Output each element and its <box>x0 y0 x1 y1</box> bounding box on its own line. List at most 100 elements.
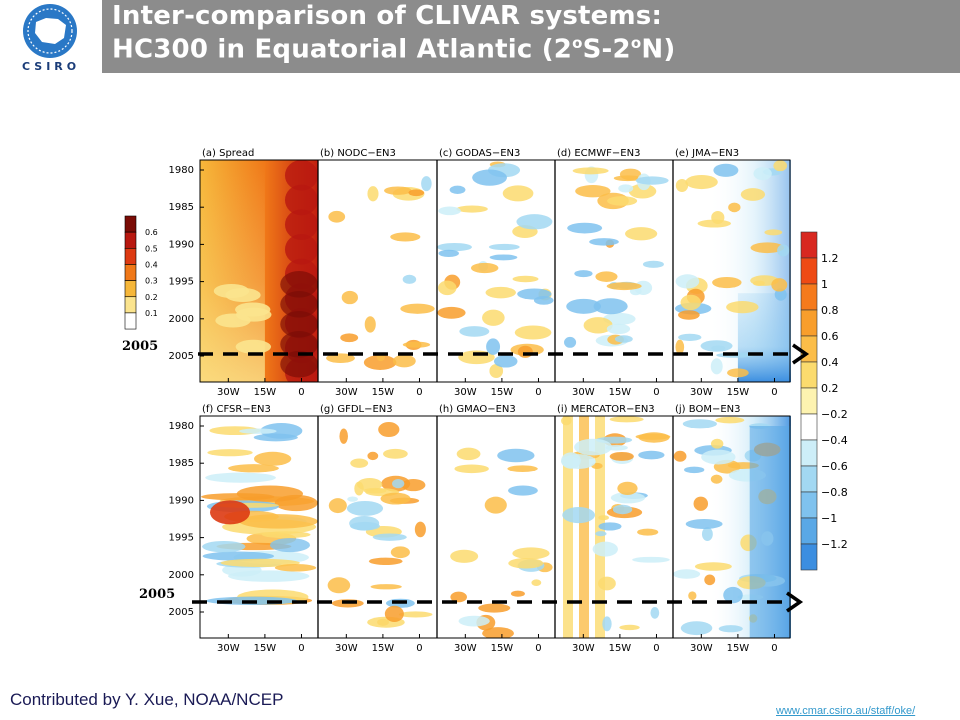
positive-anomaly-patch <box>454 464 489 474</box>
negative-anomaly-patch <box>638 450 665 460</box>
positive-anomaly-patch <box>697 219 731 228</box>
x-tick-label: 30W <box>217 643 240 654</box>
panel-title: (h) GMAO−EN3 <box>439 404 516 415</box>
spread-colorbar-swatch <box>124 231 137 249</box>
spread-max-patch <box>280 310 318 338</box>
negative-anomaly-patch <box>228 570 310 582</box>
diff-colorbar-label: −0.2 <box>821 408 848 421</box>
positive-anomaly-patch <box>220 558 300 568</box>
positive-anomaly-patch <box>390 232 421 242</box>
positive-anomaly-patch <box>694 562 732 571</box>
positive-anomaly-patch <box>210 500 250 525</box>
panel: (d) ECMWF−EN3 30W 15W 0 <box>555 148 673 398</box>
negative-anomaly-patch <box>673 569 701 579</box>
x-tick-label: 0 <box>416 387 422 398</box>
positive-anomaly-patch <box>598 576 616 591</box>
positive-anomaly-patch <box>764 229 783 236</box>
positive-anomaly-patch <box>561 416 572 426</box>
negative-anomaly-patch <box>438 249 459 258</box>
positive-anomaly-patch <box>485 286 516 299</box>
positive-anomaly-patch <box>384 605 404 623</box>
negative-anomaly-patch <box>606 323 631 335</box>
panel: (c) GODAS−EN3 30W 15W 0 <box>437 148 555 398</box>
positive-anomaly-patch <box>617 481 638 495</box>
negative-anomaly-patch <box>516 214 553 230</box>
website-link[interactable]: www.cmar.csiro.au/staff/oke/ <box>776 705 916 717</box>
negative-anomaly-patch <box>701 449 736 465</box>
positive-anomaly-patch <box>609 451 634 461</box>
x-tick-label: 30W <box>335 387 358 398</box>
positive-anomaly-patch <box>378 421 400 438</box>
negative-anomaly-patch <box>723 586 743 604</box>
x-tick-label: 0 <box>535 387 541 398</box>
positive-anomaly-patch <box>710 474 723 484</box>
positive-anomaly-patch <box>625 227 658 241</box>
spread-colorbar-swatch <box>124 312 137 330</box>
diff-colorbar-swatch <box>800 257 818 285</box>
negative-anomaly-patch <box>593 298 628 315</box>
negative-anomaly-patch <box>595 531 607 537</box>
panel: (b) NODC−EN3 30W 15W 0 <box>318 148 436 398</box>
year-2005-note-bottom: 2005 <box>139 587 175 602</box>
arrow-head-bottom <box>786 591 804 613</box>
negative-anomaly-patch <box>718 625 743 633</box>
positive-anomaly-patch <box>727 368 749 378</box>
negative-anomaly-patch <box>564 336 577 348</box>
positive-anomaly-patch <box>363 355 397 370</box>
panel: (e) JMA−EN3 30W 15W 0 <box>673 148 791 398</box>
panel-field <box>437 416 555 638</box>
positive-anomaly-patch <box>390 546 410 559</box>
x-tick-label: 30W <box>335 643 358 654</box>
positive-anomaly-patch <box>253 451 292 466</box>
diff-colorbar-swatch <box>800 309 818 337</box>
panel: (j) BOM−EN3 30W 15W 0 <box>673 404 791 654</box>
x-tick-label: 15W <box>491 387 514 398</box>
diff-colorbar-label: 1.2 <box>821 252 839 265</box>
negative-anomaly-patch <box>486 338 501 355</box>
negative-anomaly-patch <box>508 485 538 496</box>
diff-colorbar-swatch <box>800 439 818 467</box>
positive-anomaly-patch <box>508 558 544 569</box>
spread-colorbar-label: 0.3 <box>145 277 158 286</box>
negative-anomaly-patch <box>438 206 461 216</box>
diff-colorbar-swatch <box>800 387 818 415</box>
positive-anomaly-patch <box>341 290 358 305</box>
x-tick-label: 15W <box>609 643 632 654</box>
negative-anomaly-patch <box>710 358 723 375</box>
diff-colorbar-swatch <box>800 465 818 493</box>
credit-text: Contributed by Y. Xue, NOAA/NCEP <box>10 690 284 709</box>
positive-anomaly-patch <box>507 465 538 472</box>
csiro-logo-emblem <box>23 4 77 58</box>
x-tick-label: 15W <box>372 643 395 654</box>
spread-colorbar-swatch <box>124 264 137 281</box>
negative-anomaly-patch <box>678 333 702 341</box>
row-frame <box>199 415 791 639</box>
spread-colorbar-label: 0.4 <box>145 260 158 269</box>
positive-anomaly-patch <box>512 275 539 283</box>
negative-anomaly-patch <box>592 541 618 557</box>
negative-anomaly-patch <box>701 527 713 542</box>
positive-anomaly-patch <box>357 478 383 491</box>
x-tick-label: 15W <box>254 643 277 654</box>
positive-anomaly-patch <box>328 498 347 514</box>
negative-anomaly-patch <box>713 163 739 177</box>
positive-anomaly-patch <box>688 591 697 601</box>
positive-anomaly-patch <box>728 202 741 213</box>
y-tick-label: 1985 <box>169 458 194 469</box>
x-tick-label: 30W <box>572 643 595 654</box>
positive-anomaly-patch <box>363 487 387 494</box>
spread-max-patch <box>284 184 318 216</box>
positive-anomaly-patch <box>450 549 479 563</box>
positive-anomaly-patch <box>201 493 275 501</box>
negative-anomaly-patch <box>589 238 619 246</box>
negative-anomaly-patch <box>472 169 507 186</box>
positive-anomaly-patch <box>628 183 657 199</box>
diff-colorbar-label: −0.6 <box>821 460 848 473</box>
panel-field <box>318 160 436 382</box>
positive-anomaly-patch <box>350 458 369 468</box>
positive-anomaly-patch <box>595 271 618 282</box>
negative-anomaly-patch <box>489 254 518 261</box>
panel-field <box>318 416 436 638</box>
panel-field <box>673 160 791 382</box>
